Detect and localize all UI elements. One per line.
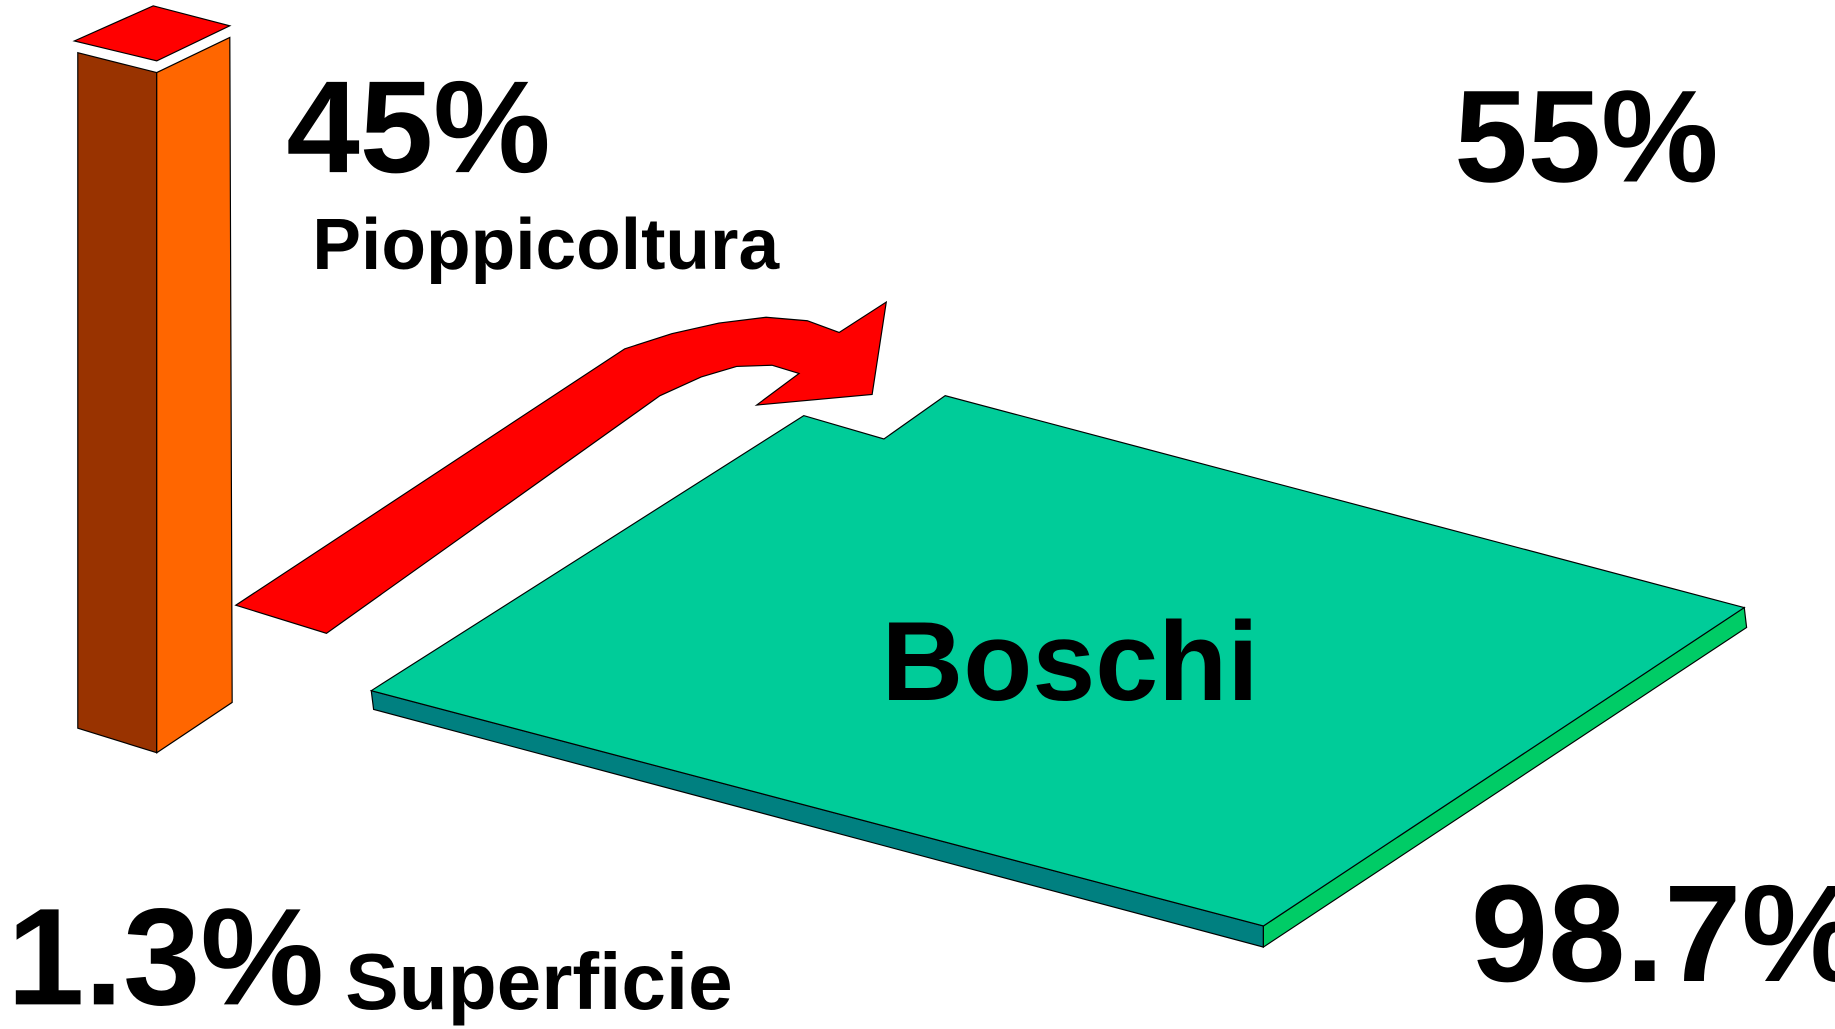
forest-label: Boschi [882,598,1259,724]
poplar-label: Pioppicoltura [312,204,779,285]
arrow [234,300,888,634]
forest-area-share: 98.7% [1471,857,1835,1010]
forest-share: 55% [1454,63,1718,210]
slab-top [369,395,1746,927]
column-top [72,5,232,62]
poplar-share: 45% [286,53,550,200]
area-label: Superficie [345,937,732,1026]
column-front [77,51,158,754]
poplar-area-share: 1.3% [7,881,324,1029]
column-side [156,36,233,754]
